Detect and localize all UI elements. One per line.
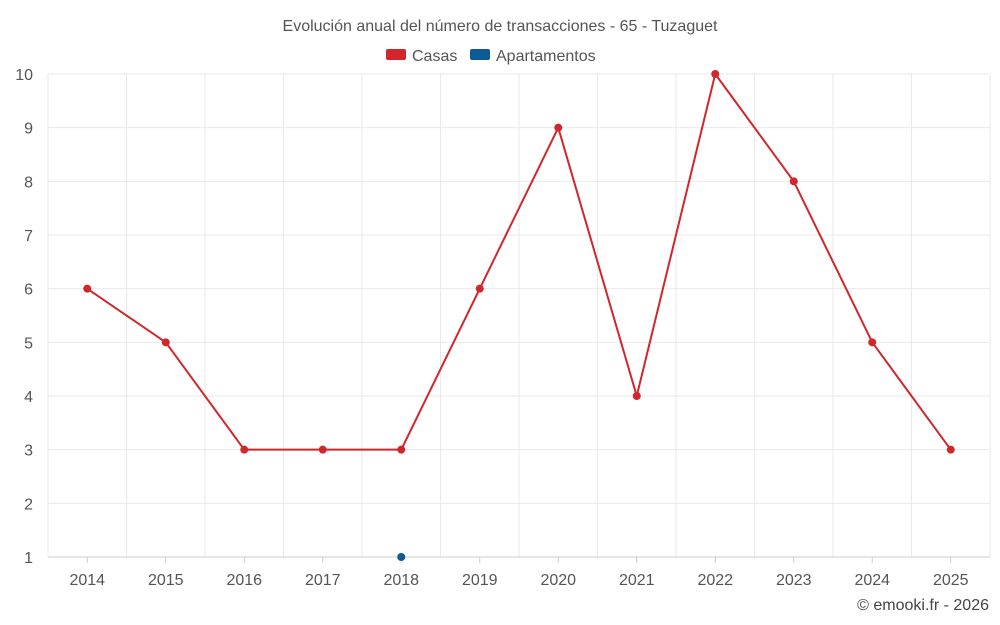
grid bbox=[47, 73, 991, 557]
data-point-casas[interactable] bbox=[789, 177, 798, 186]
data-point-casas[interactable] bbox=[711, 70, 720, 78]
axes: 1 2 3 4 5 6 7 8 9 10 2014 2015 2016 2017 2018 2019 2020 2… bbox=[15, 67, 990, 589]
data-point-casas[interactable] bbox=[161, 338, 170, 347]
legend-label-apartamentos: Apartamentos bbox=[496, 48, 596, 65]
y-tick-label: 9 bbox=[24, 121, 33, 138]
x-tick-label: 2023 bbox=[776, 572, 812, 589]
y-tick-label: 4 bbox=[24, 389, 33, 406]
data-point-casas[interactable] bbox=[946, 445, 955, 454]
legend-label-casas: Casas bbox=[412, 48, 457, 65]
data-point-casas[interactable] bbox=[318, 445, 327, 454]
y-tick-label: 7 bbox=[24, 228, 33, 245]
series bbox=[83, 70, 955, 561]
x-tick-label: 2018 bbox=[383, 572, 419, 589]
legend: Casas Apartamentos bbox=[386, 48, 596, 65]
x-tick-label: 2019 bbox=[462, 572, 498, 589]
chart-title: Evolución anual del número de transaccio… bbox=[283, 18, 718, 35]
legend-item-apartamentos[interactable]: Apartamentos bbox=[470, 48, 596, 65]
y-tick-label: 2 bbox=[24, 496, 33, 513]
data-point-casas[interactable] bbox=[475, 284, 484, 293]
y-tick-label: 1 bbox=[24, 550, 33, 567]
data-point-casas[interactable] bbox=[632, 392, 641, 400]
y-tick-label: 10 bbox=[15, 67, 33, 84]
x-tick-label: 2021 bbox=[619, 572, 655, 589]
x-tick-label: 2016 bbox=[226, 572, 262, 589]
credit-text: © emooki.fr - 2026 bbox=[857, 597, 989, 614]
y-tick-label: 8 bbox=[24, 174, 33, 191]
x-tick-label: 2017 bbox=[305, 572, 341, 589]
x-tick-label: 2015 bbox=[148, 572, 184, 589]
data-point-apartamentos[interactable] bbox=[397, 553, 406, 561]
x-tick-label: 2025 bbox=[933, 572, 969, 589]
legend-item-casas[interactable]: Casas bbox=[386, 48, 457, 65]
x-tick-label: 2022 bbox=[697, 572, 733, 589]
data-point-casas[interactable] bbox=[397, 445, 406, 454]
x-tick-label: 2014 bbox=[69, 572, 105, 589]
x-tick-label: 2024 bbox=[854, 572, 890, 589]
data-point-casas[interactable] bbox=[240, 445, 249, 454]
data-point-casas[interactable] bbox=[554, 123, 563, 132]
y-tick-label: 3 bbox=[24, 443, 33, 460]
legend-swatch-casas bbox=[386, 49, 406, 60]
data-point-casas[interactable] bbox=[83, 284, 92, 293]
y-tick-label: 5 bbox=[24, 335, 33, 352]
y-tick-label: 6 bbox=[24, 282, 33, 299]
data-point-casas[interactable] bbox=[868, 338, 877, 347]
legend-swatch-apartamentos bbox=[470, 49, 490, 60]
x-tick-label: 2020 bbox=[540, 572, 576, 589]
series-line-casas bbox=[86, 73, 952, 451]
